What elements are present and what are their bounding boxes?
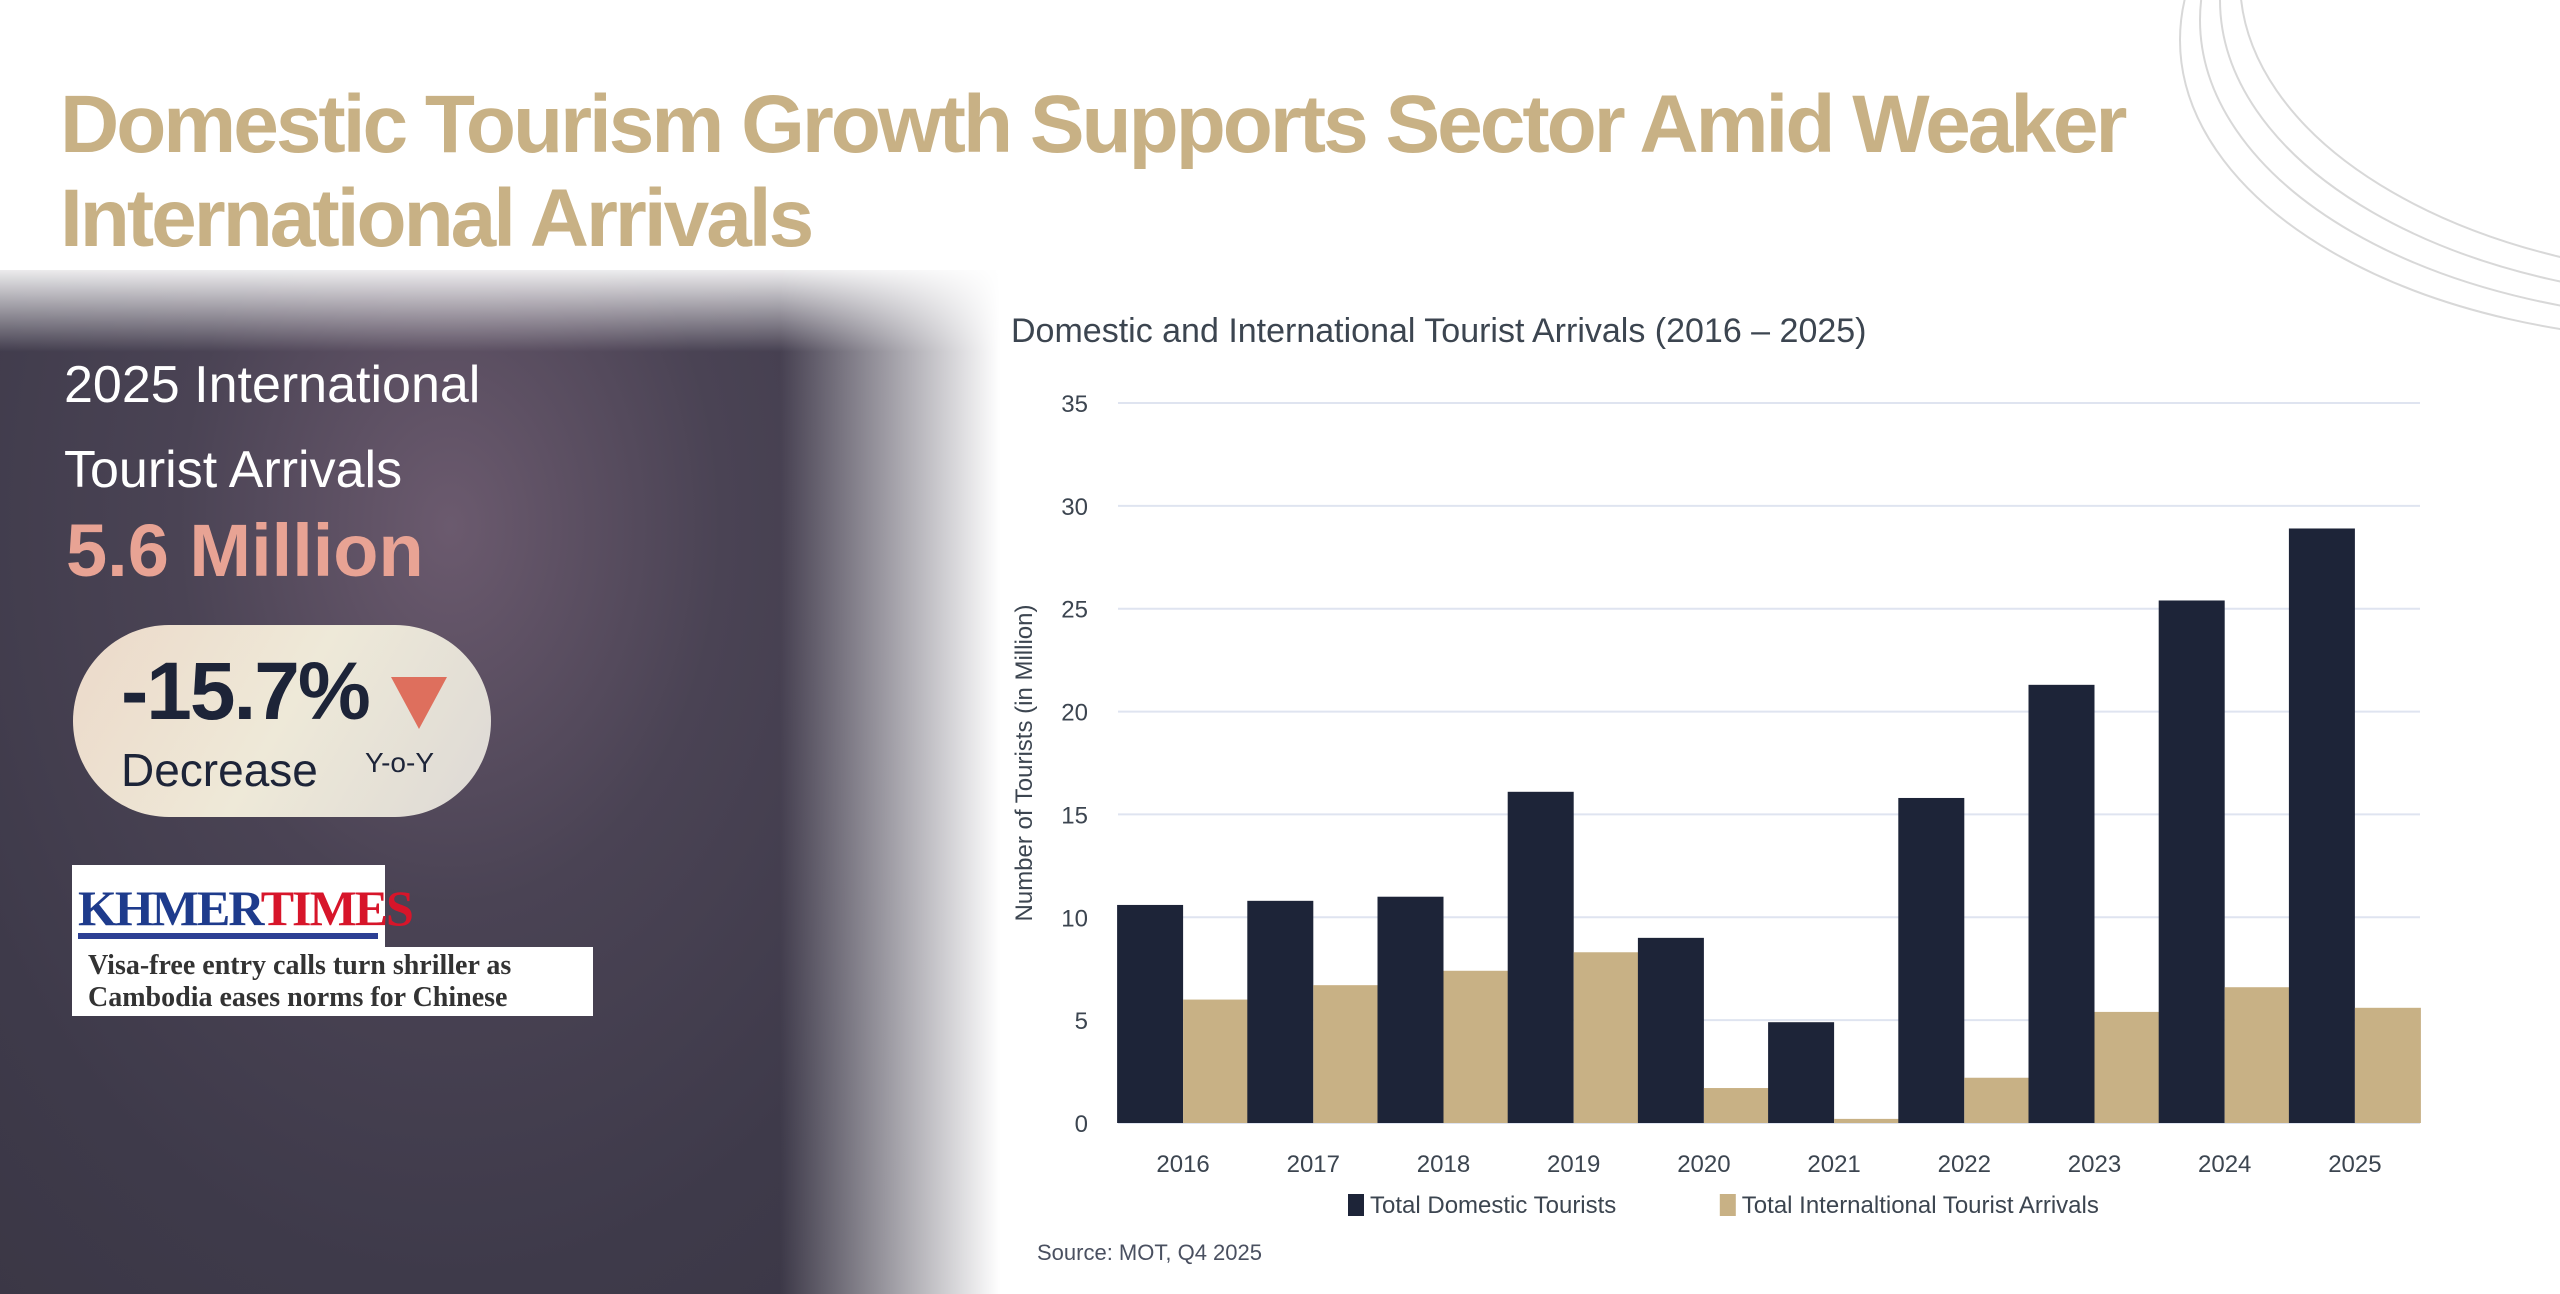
y-tick-label: 5: [1075, 1008, 1088, 1035]
change-period: Y-o-Y: [365, 747, 435, 778]
bar-domestic: [1637, 937, 1704, 1123]
bar-domestic: [1117, 904, 1184, 1123]
x-tick-label: 2017: [1287, 1151, 1340, 1178]
khmer-times-logo: KHMERTIMES: [72, 865, 414, 947]
kpi-label-line2: Tourist Arrivals: [64, 441, 403, 499]
triangle-down-icon: [391, 677, 447, 729]
x-tick-label: 2023: [2068, 1151, 2121, 1178]
bar-domestic: [2028, 684, 2095, 1123]
bar-international: [1573, 952, 1640, 1123]
y-tick-label: 15: [1061, 802, 1088, 829]
bar-domestic: [2158, 600, 2225, 1123]
chart-title: Domestic and International Tourist Arriv…: [1011, 312, 1867, 350]
logo-text: KHMERTIMES: [78, 879, 414, 937]
bar-domestic: [1377, 896, 1444, 1123]
bar-international: [1183, 999, 1250, 1123]
bar-domestic: [1247, 900, 1314, 1123]
y-tick-label: 0: [1075, 1111, 1088, 1138]
x-tick-label: 2019: [1547, 1151, 1600, 1178]
change-label: Decrease: [121, 744, 318, 796]
bar-international: [1313, 985, 1380, 1123]
bar-international: [1703, 1088, 1770, 1123]
bar-international: [2224, 987, 2291, 1123]
y-axis-label: Number of Tourists (in Million): [1011, 605, 1038, 922]
bar-international: [1443, 970, 1510, 1123]
x-tick-label: 2024: [2198, 1151, 2251, 1178]
y-tick-label: 10: [1061, 905, 1088, 932]
source-note: Source: MOT, Q4 2025: [1037, 1240, 1262, 1265]
legend-label: Total Internaltional Tourist Arrivals: [1742, 1192, 2099, 1219]
legend-swatch: [1348, 1194, 1364, 1216]
kpi-value: 5.6 Million: [66, 509, 424, 592]
y-tick-label: 25: [1061, 597, 1088, 624]
bar-domestic: [1768, 1022, 1835, 1123]
bar-international: [1964, 1077, 2031, 1123]
bar-domestic: [2288, 528, 2355, 1123]
bar-domestic: [1507, 791, 1574, 1123]
x-tick-label: 2022: [1938, 1151, 1991, 1178]
bar-domestic: [1898, 797, 1965, 1123]
change-value: -15.7%: [121, 646, 371, 737]
y-tick-label: 35: [1061, 391, 1088, 418]
logo-part1: KHMER: [78, 880, 263, 936]
x-tick-label: 2025: [2328, 1151, 2381, 1178]
y-tick-label: 20: [1061, 700, 1088, 727]
decorative-arcs: [2179, 0, 2560, 330]
logo-part2: TIMES: [260, 880, 414, 936]
change-badge: -15.7% Decrease Y-o-Y: [73, 625, 491, 817]
bar-international: [2354, 1007, 2421, 1123]
x-tick-label: 2021: [1807, 1151, 1860, 1178]
x-tick-label: 2020: [1677, 1151, 1730, 1178]
bar-international: [1834, 1118, 1901, 1123]
legend-label: Total Domestic Tourists: [1370, 1192, 1616, 1219]
y-tick-label: 30: [1061, 494, 1088, 521]
kpi-label-line1: 2025 International: [64, 356, 481, 414]
legend-swatch: [1719, 1194, 1736, 1216]
logo-bar: [78, 933, 378, 939]
page-title: Domestic Tourism Growth Supports Sector …: [60, 79, 2127, 264]
news-headline-line2: Cambodia eases norms for Chinese: [88, 982, 508, 1013]
news-headline-line1: Visa-free entry calls turn shriller as: [88, 950, 512, 981]
news-headline: Visa-free entry calls turn shriller as C…: [72, 947, 593, 1016]
bar-international: [2094, 1011, 2161, 1123]
x-tick-label: 2018: [1417, 1151, 1470, 1178]
x-tick-label: 2016: [1156, 1151, 1209, 1178]
